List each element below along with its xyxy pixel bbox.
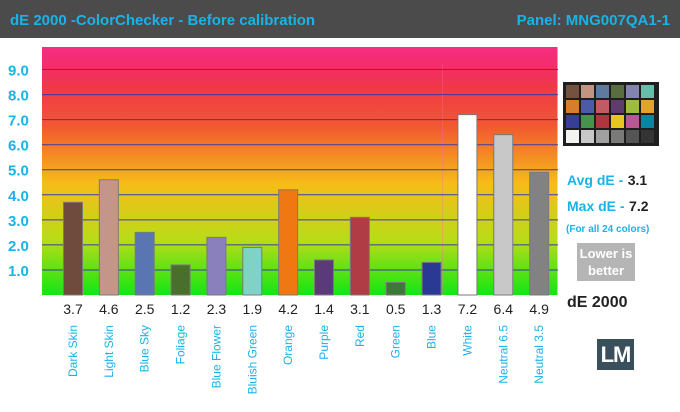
bar-dark-skin (63, 201, 83, 296)
checker-swatch (641, 100, 654, 113)
value-label: 2.3 (207, 301, 227, 317)
value-label: 4.2 (278, 301, 298, 317)
checker-swatch (566, 130, 579, 143)
checker-swatch (581, 100, 594, 113)
bar-foliage (170, 264, 191, 296)
category-label: Neutral 3.5 (532, 325, 546, 384)
bar-orange (278, 189, 299, 296)
lower-is-better-badge: Lower is better (577, 243, 635, 281)
bar-light-skin (98, 179, 119, 296)
max-de-label: Max dE - (567, 198, 625, 214)
y-tick-label: 7.0 (8, 113, 29, 130)
lm-logo: LM (597, 339, 634, 370)
checker-swatch (626, 100, 639, 113)
y-tick-label: 3.0 (8, 213, 29, 230)
value-label: 0.5 (386, 301, 406, 317)
category-label: Blue Sky (138, 325, 152, 372)
category-label: White (460, 325, 474, 356)
bar-blue (421, 261, 442, 296)
category-labels: Dark Skin Light Skin Blue Sky Foliage Blue F… (66, 325, 546, 395)
avg-de-label: Avg dE - (567, 172, 624, 188)
checker-swatch (611, 115, 624, 128)
value-label: 7.2 (458, 301, 478, 317)
checker-swatch (626, 85, 639, 98)
category-label: Red (353, 325, 367, 347)
header-bar (0, 0, 680, 38)
value-label: 3.7 (63, 301, 83, 317)
value-label: 1.3 (422, 301, 442, 317)
checker-swatch (641, 130, 654, 143)
checker-swatch (596, 100, 609, 113)
value-label: 4.9 (529, 301, 549, 317)
checker-swatch (611, 100, 624, 113)
unit-label: dE 2000 (567, 294, 628, 311)
chart-title: dE 2000 -ColorChecker - Before calibrati… (10, 12, 315, 29)
value-label: 1.9 (243, 301, 263, 317)
category-label: Blue (425, 325, 439, 349)
checker-swatch (611, 130, 624, 143)
bar-red (349, 216, 370, 296)
category-label: Dark Skin (66, 325, 80, 377)
y-tick-label: 8.0 (8, 88, 29, 105)
checker-swatch (566, 85, 579, 98)
value-label: 1.4 (314, 301, 334, 317)
y-tick-label: 2.0 (8, 238, 29, 255)
panel-label: Panel: MNG007QA1-1 (517, 12, 670, 29)
bar-blue-sky (134, 231, 155, 296)
value-label: 4.6 (99, 301, 119, 317)
category-label: Neutral 6.5 (496, 325, 510, 384)
checker-swatch (626, 130, 639, 143)
category-label: Foliage (174, 325, 188, 365)
category-label: Blue Flower (209, 325, 223, 388)
color-checker-swatches (566, 85, 654, 143)
bar-green (385, 281, 406, 296)
avg-de-value: 3.1 (627, 172, 648, 188)
bar-neutral-3-5 (529, 171, 550, 296)
y-tick-label: 4.0 (8, 188, 29, 205)
bar-blue-flower (206, 236, 227, 296)
checker-swatch (581, 115, 594, 128)
checker-swatch (596, 115, 609, 128)
max-de-value: 7.2 (629, 198, 649, 214)
avg-de: Avg dE - 3.1 (567, 172, 647, 190)
checker-swatch (641, 85, 654, 98)
checker-swatch (596, 130, 609, 143)
y-tick-labels: 1.0 2.0 3.0 4.0 5.0 6.0 7.0 8.0 9.0 (8, 63, 29, 280)
value-labels: 3.7 4.6 2.5 1.2 2.3 1.9 4.2 1.4 3.1 0.5 1.3 7.2 6.4 4… (63, 301, 549, 317)
checker-swatch (581, 130, 594, 143)
y-tick-label: 9.0 (8, 63, 29, 80)
checker-swatch (641, 115, 654, 128)
bar-neutral-6-5 (493, 134, 514, 296)
y-tick-label: 1.0 (8, 263, 29, 280)
y-tick-label: 6.0 (8, 138, 29, 155)
bar-bluish-green (242, 246, 263, 296)
value-label: 3.1 (350, 301, 370, 317)
category-label: Light Skin (102, 325, 116, 378)
plot-zone-divider (442, 64, 443, 295)
checker-swatch (581, 85, 594, 98)
bar-white (457, 114, 478, 296)
value-label: 6.4 (494, 301, 514, 317)
bars (63, 114, 550, 296)
max-de: Max dE - 7.2 (567, 198, 649, 216)
category-label: Green (389, 325, 403, 358)
checker-swatch (626, 115, 639, 128)
checker-swatch (566, 115, 579, 128)
checker-swatch (566, 100, 579, 113)
all-colors-note: (For all 24 colors) (566, 224, 650, 235)
value-label: 2.5 (135, 301, 155, 317)
checker-swatch (611, 85, 624, 98)
category-label: Purple (317, 325, 331, 360)
bar-purple (314, 259, 334, 296)
checker-swatch (596, 85, 609, 98)
category-label: Bluish Green (245, 325, 259, 394)
y-tick-label: 5.0 (8, 163, 29, 180)
value-label: 1.2 (171, 301, 191, 317)
plot-top-glow (42, 47, 558, 87)
category-label: Orange (281, 325, 295, 365)
